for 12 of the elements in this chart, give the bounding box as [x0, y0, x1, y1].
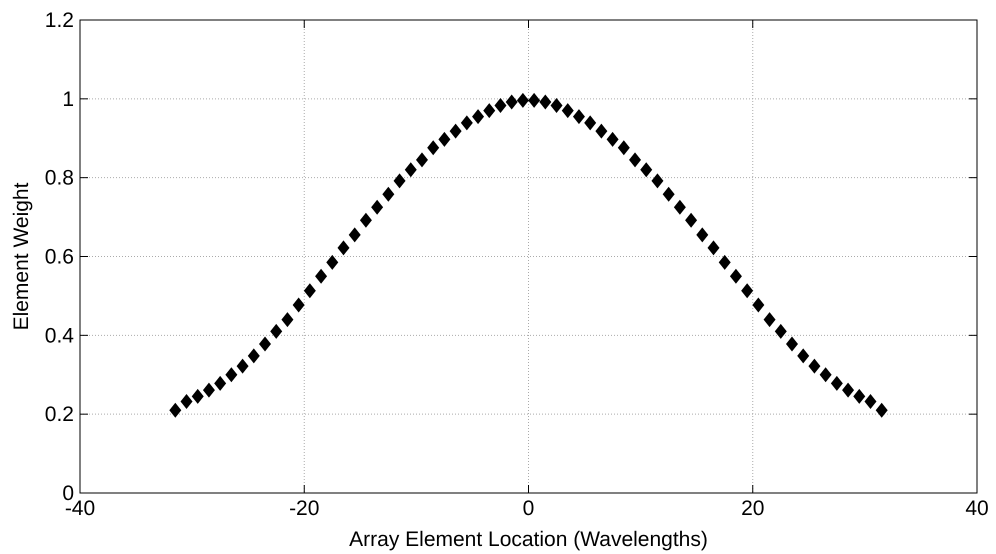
y-tick-label: 1.2 [44, 9, 74, 32]
x-tick-label: 0 [522, 497, 534, 520]
y-tick-label: 1 [62, 88, 74, 111]
y-tick-label: 0.6 [44, 246, 74, 268]
x-tick-label: 40 [965, 497, 989, 520]
y-tick-label: 0.4 [44, 324, 74, 348]
x-tick-label: 20 [741, 497, 764, 520]
y-axis-title: Element Weight [10, 182, 33, 330]
y-tick-label: 0.8 [44, 166, 74, 190]
x-tick-label: -20 [289, 497, 320, 520]
y-tick-label: 0.2 [44, 403, 74, 426]
x-axis-title: Array Element Location (Wavelengths) [349, 528, 708, 551]
